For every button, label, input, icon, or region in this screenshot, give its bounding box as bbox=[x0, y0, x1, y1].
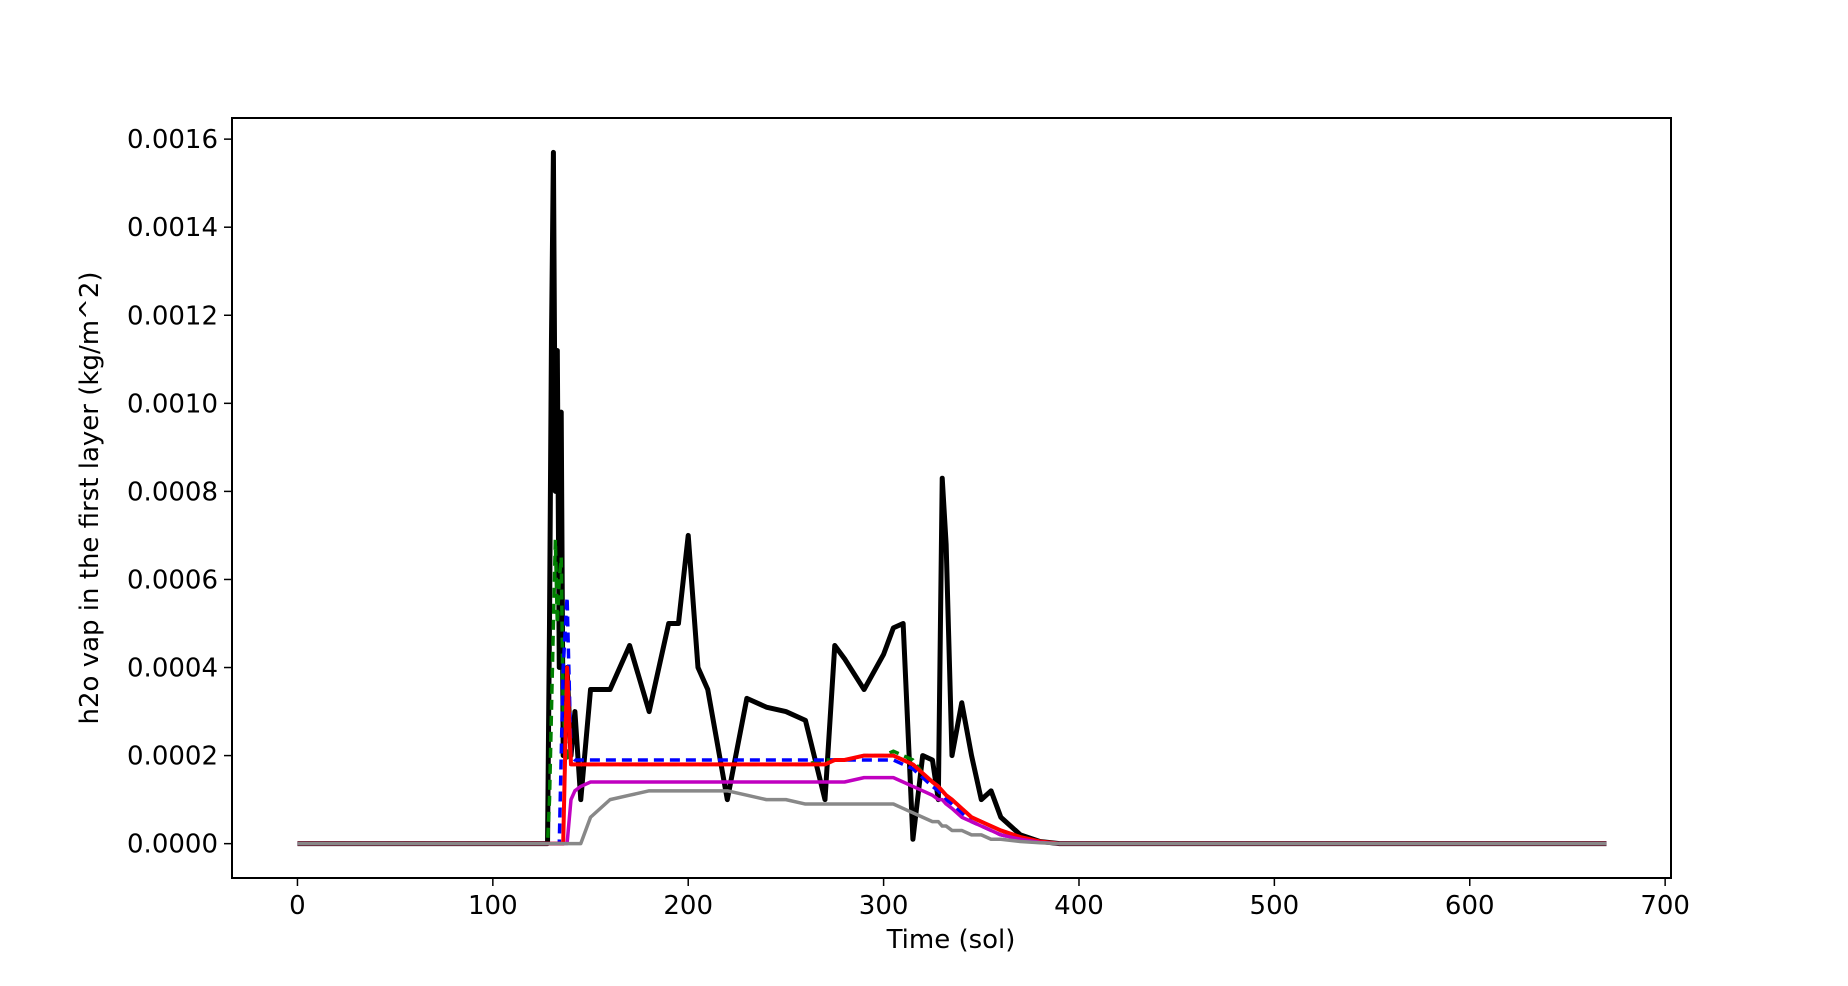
x-tick-label: 300 bbox=[859, 891, 909, 921]
y-tick-label: 0.0004 bbox=[127, 654, 218, 684]
x-tick-label: 700 bbox=[1640, 891, 1690, 921]
y-axis-label: h2o vap in the first layer (kg/m^2) bbox=[75, 271, 105, 724]
series-line bbox=[297, 149, 1607, 847]
series-line bbox=[297, 789, 1607, 846]
x-tick-label: 0 bbox=[289, 891, 306, 921]
x-tick-label: 100 bbox=[468, 891, 518, 921]
y-tick-label: 0.0006 bbox=[127, 565, 218, 595]
series-line bbox=[297, 595, 1607, 846]
y-tick-label: 0.0010 bbox=[127, 389, 218, 419]
y-tick-label: 0.0008 bbox=[127, 477, 218, 507]
series-line bbox=[297, 775, 1607, 846]
x-tick-label: 500 bbox=[1250, 891, 1300, 921]
x-tick-label: 400 bbox=[1054, 891, 1104, 921]
x-tick-label: 600 bbox=[1445, 891, 1495, 921]
y-tick-label: 0.0000 bbox=[127, 830, 218, 860]
x-axis-label: Time (sol) bbox=[886, 925, 1016, 955]
axes-frame bbox=[231, 117, 1672, 879]
plot-area bbox=[297, 149, 1607, 847]
y-tick-label: 0.0016 bbox=[127, 125, 218, 155]
y-tick-label: 0.0012 bbox=[127, 301, 218, 331]
y-tick-label: 0.0014 bbox=[127, 213, 218, 243]
x-tick-label: 200 bbox=[663, 891, 713, 921]
y-tick-label: 0.0002 bbox=[127, 742, 218, 772]
